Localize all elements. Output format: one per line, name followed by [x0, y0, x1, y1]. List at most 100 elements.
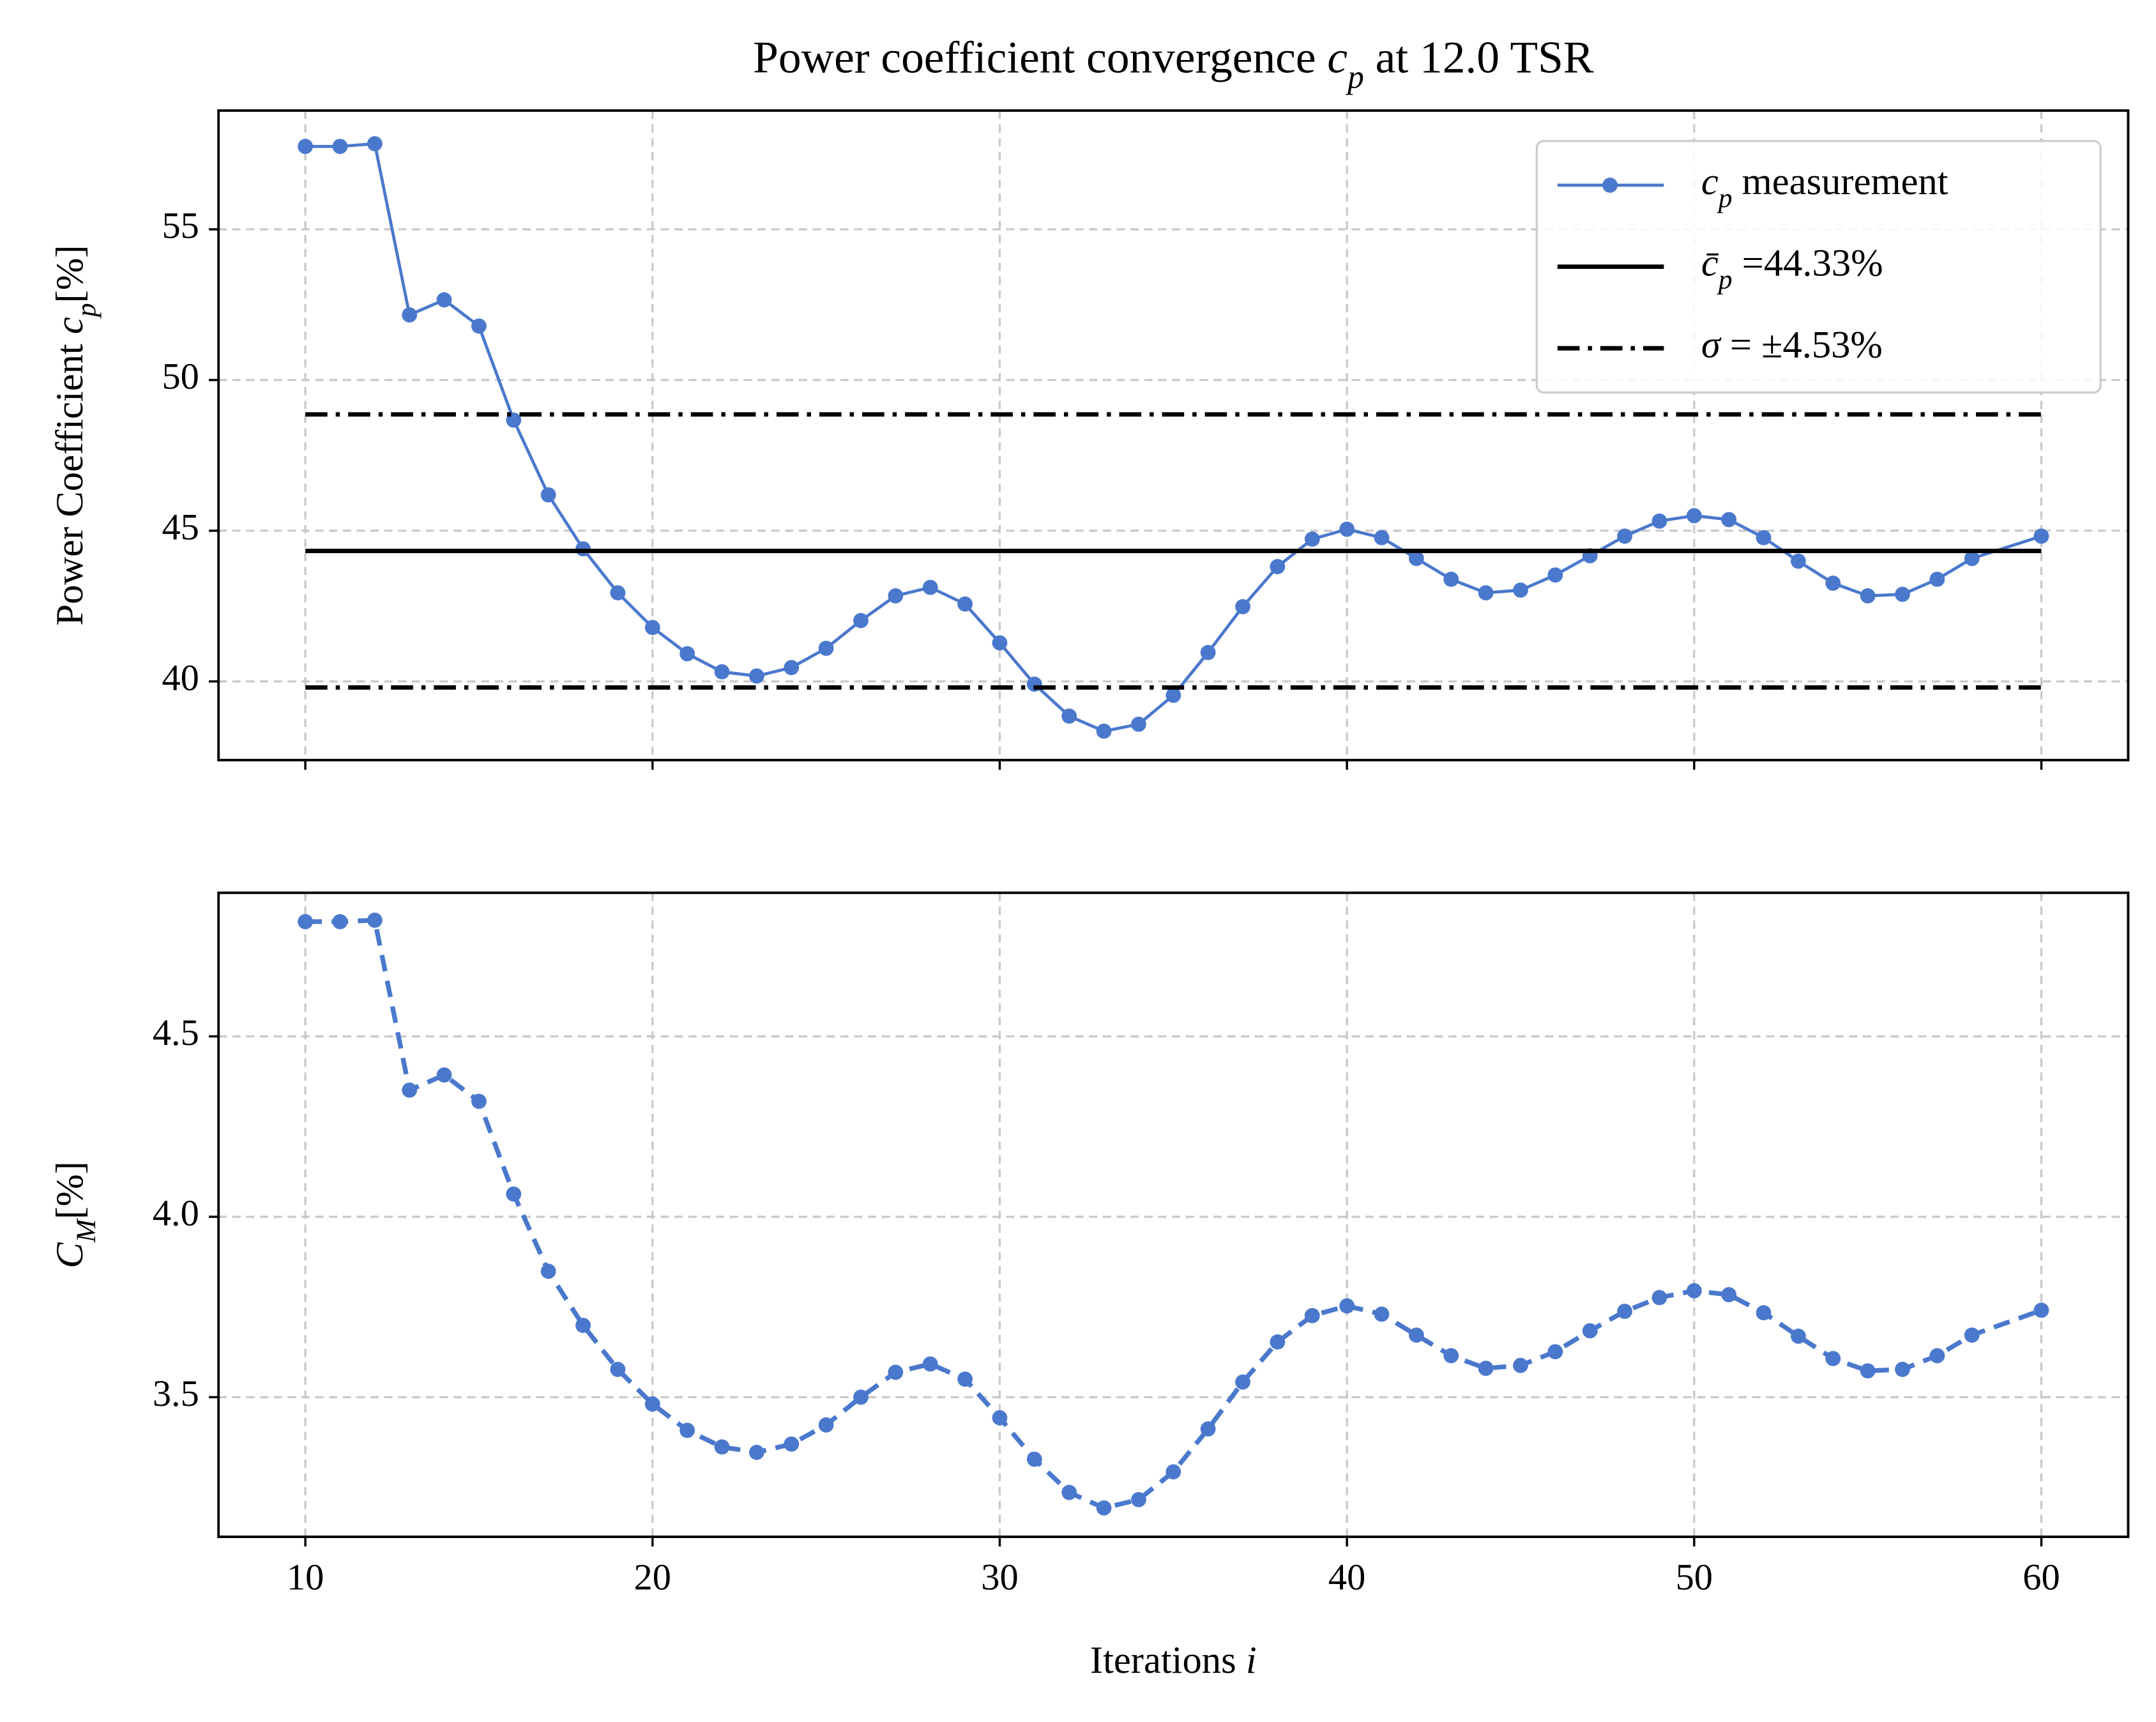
- data-point: [610, 585, 626, 601]
- y-tick-label: 4.5: [153, 1012, 199, 1053]
- data-point: [1547, 1344, 1563, 1360]
- x-tick-label: 50: [1676, 1557, 1713, 1598]
- x-tick-label: 30: [981, 1557, 1018, 1598]
- data-point: [1408, 551, 1424, 567]
- data-point: [1791, 553, 1806, 569]
- data-point: [575, 1318, 591, 1333]
- data-point: [1617, 1304, 1632, 1319]
- data-point: [1756, 1305, 1772, 1321]
- data-point: [402, 1082, 418, 1098]
- data-point: [1304, 531, 1320, 547]
- data-point: [1617, 528, 1632, 544]
- data-point: [1582, 1323, 1598, 1339]
- data-point: [436, 1067, 452, 1083]
- data-point: [1651, 1290, 1667, 1306]
- data-point: [1825, 575, 1841, 591]
- data-point: [888, 1364, 904, 1380]
- y-tick-label: 3.5: [153, 1373, 199, 1414]
- data-point: [1478, 585, 1494, 601]
- text-part: [%]: [49, 245, 91, 303]
- text-part: i: [1246, 1639, 1257, 1682]
- data-point: [2033, 528, 2049, 544]
- text-part: measurement: [1733, 160, 1948, 203]
- text-part: M: [71, 1217, 102, 1243]
- data-point: [1200, 1421, 1216, 1437]
- data-point: [332, 914, 348, 929]
- data-point: [1165, 687, 1181, 703]
- data-point: [1131, 1491, 1146, 1507]
- data-point: [1270, 559, 1286, 574]
- axes-frame: [217, 109, 2130, 761]
- data-point: [2033, 1302, 2049, 1318]
- text-part: c: [1701, 160, 1719, 203]
- data-point: [1026, 1451, 1042, 1467]
- text-part: p: [71, 303, 102, 319]
- data-point: [992, 635, 1008, 651]
- text-part: = ±4.53%: [1720, 323, 1883, 366]
- data-point: [1756, 530, 1772, 545]
- data-point: [1964, 1327, 1980, 1343]
- text-part: C: [49, 1242, 91, 1269]
- data-point: [1339, 521, 1355, 537]
- data-point: [1235, 1374, 1250, 1390]
- chart-title: Power coefficient convergence cp at 12.0…: [753, 33, 1594, 96]
- y-tick-label: 50: [162, 355, 199, 397]
- x-tick-label: 10: [287, 1557, 324, 1598]
- data-point: [540, 1263, 556, 1279]
- text-part: c: [49, 317, 91, 334]
- data-point: [957, 596, 973, 612]
- data-line: [305, 918, 2042, 1511]
- text-part: p: [1345, 59, 1364, 96]
- text-part: c̄: [1701, 242, 1719, 285]
- y-tick-label: 40: [162, 657, 199, 698]
- text-part: p: [1717, 183, 1733, 213]
- data-point: [332, 139, 348, 155]
- data-point: [1513, 582, 1528, 598]
- data-point: [714, 1439, 730, 1455]
- legend-label: cp measurement: [1701, 160, 1948, 213]
- data-point: [1408, 1327, 1424, 1343]
- data-point: [957, 1371, 973, 1387]
- text-part: σ: [1701, 323, 1722, 366]
- data-point: [436, 292, 452, 308]
- data-point: [644, 620, 660, 636]
- data-point: [714, 664, 730, 680]
- data-point: [1478, 1360, 1494, 1376]
- data-point: [298, 914, 313, 929]
- text-part: Power Coefficient: [49, 334, 91, 625]
- data-point: [367, 136, 383, 151]
- legend-box: [1535, 140, 2102, 394]
- data-point: [1825, 1351, 1841, 1366]
- text-part: Iterations: [1090, 1639, 1246, 1682]
- data-point: [818, 1417, 834, 1433]
- data-point: [748, 1444, 764, 1460]
- data-point: [1547, 567, 1563, 583]
- data-point: [1443, 572, 1459, 587]
- x-tick-label: 20: [634, 1557, 671, 1598]
- data-point: [1096, 723, 1112, 739]
- data-point: [992, 1410, 1008, 1426]
- data-point: [610, 1362, 626, 1377]
- data-point: [1200, 644, 1216, 660]
- data-point: [1895, 1362, 1910, 1377]
- y-tick-label: 45: [162, 506, 199, 547]
- data-point: [818, 641, 834, 656]
- data-point: [367, 912, 383, 928]
- data-point: [540, 487, 556, 503]
- text-part: c: [1327, 33, 1348, 83]
- data-point: [1686, 508, 1702, 524]
- y-axis-label: CM[%]: [49, 1161, 102, 1269]
- data-point: [1165, 1464, 1181, 1480]
- data-point: [1929, 1348, 1945, 1364]
- data-point: [922, 1356, 938, 1372]
- data-point: [1304, 1307, 1320, 1323]
- data-point: [748, 668, 764, 684]
- data-point: [644, 1396, 660, 1412]
- data-point: [679, 1422, 695, 1438]
- data-point: [1651, 513, 1667, 529]
- data-point: [1513, 1357, 1528, 1373]
- text-part: p: [1717, 264, 1733, 295]
- data-point: [1860, 588, 1876, 604]
- text-part: at 12.0 TSR: [1364, 33, 1594, 83]
